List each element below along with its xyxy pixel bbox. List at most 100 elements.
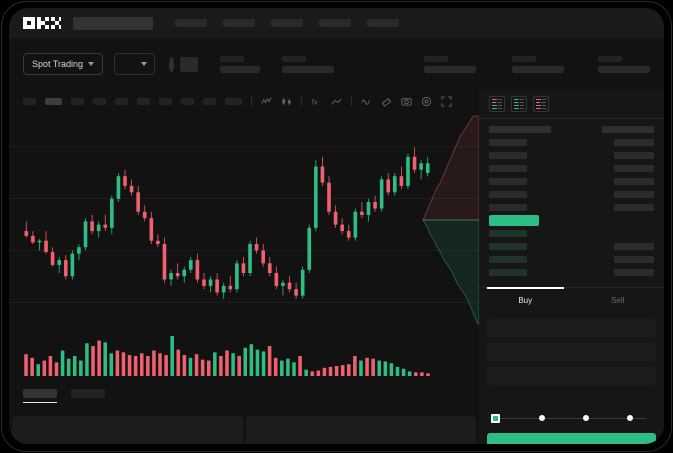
orderbook-ask-row[interactable] (489, 190, 654, 199)
spread-amount (614, 217, 654, 224)
stepper-step-1[interactable] (491, 413, 500, 423)
timeframe-button-1[interactable] (23, 97, 36, 105)
market-stat-4 (512, 55, 564, 73)
submit-order-button[interactable] (487, 433, 656, 444)
app-screen: Spot Trading (9, 8, 664, 444)
market-stat-value (424, 65, 476, 73)
chart-gridline (9, 302, 479, 303)
market-stat-value (512, 65, 564, 73)
market-stat-5 (598, 55, 650, 73)
coin-avatar (168, 56, 175, 72)
ask-price (489, 139, 527, 146)
amount-stepper[interactable] (491, 412, 651, 424)
orderbook-bid-row[interactable] (489, 268, 654, 277)
chevron-down-icon (88, 62, 95, 66)
market-header: Spot Trading (9, 38, 664, 90)
orderbook-mode-bids-icon[interactable] (511, 96, 527, 112)
orders-tab-2[interactable] (71, 386, 105, 398)
orderbook-mode-both-icon[interactable] (489, 96, 505, 112)
timeframe-button-2[interactable] (45, 97, 62, 105)
orderbook-ask-row[interactable] (489, 164, 654, 173)
timeframe-button-4[interactable] (93, 97, 106, 105)
orderbook-ask-row[interactable] (489, 177, 654, 186)
nav-item-4[interactable] (319, 19, 351, 27)
pair-selector[interactable] (114, 53, 155, 75)
nav-item-3[interactable] (271, 19, 303, 27)
market-stat-value (598, 65, 650, 73)
bid-amount (614, 243, 654, 250)
price-chart[interactable] (9, 112, 479, 328)
market-stat-1 (220, 55, 260, 73)
depth-chart-overlay (422, 115, 479, 325)
timeframe-button-10[interactable] (225, 97, 242, 105)
orderbook-ask-row[interactable] (489, 203, 654, 212)
nav-item-list (175, 19, 399, 27)
ask-price (489, 178, 527, 185)
fullscreen-icon[interactable] (441, 95, 452, 107)
nav-item-5[interactable] (367, 19, 399, 27)
stepper-track (496, 417, 646, 419)
stepper-step-4[interactable] (627, 415, 633, 421)
orders-tab-bar (9, 386, 479, 412)
okx-logo-mark (23, 17, 61, 29)
chevron-down-icon (140, 62, 147, 66)
market-stat-label (220, 55, 244, 62)
volume-chart (9, 328, 479, 384)
search-input[interactable] (73, 16, 153, 30)
toolbar-divider (251, 96, 252, 106)
orderbook-bid-row[interactable] (489, 229, 654, 238)
trade-form-fields (487, 319, 656, 391)
chart-type-line-icon[interactable] (261, 96, 272, 107)
indicators-icon[interactable]: fx (311, 96, 322, 107)
bid-price (489, 243, 527, 250)
candlestick-series (24, 147, 430, 299)
order-field-2[interactable] (487, 343, 656, 361)
orderbook-divider (479, 118, 664, 119)
timeframe-button-8[interactable] (181, 97, 194, 105)
stepper-step-3[interactable] (583, 415, 589, 421)
orders-tab-1[interactable] (23, 386, 57, 403)
bid-price (489, 230, 527, 237)
order-field-1[interactable] (487, 319, 656, 337)
orderbook-col-price (489, 126, 551, 133)
orderbook-mode-asks-icon[interactable] (533, 96, 549, 112)
orderbook-ask-row[interactable] (489, 151, 654, 160)
order-field-3[interactable] (487, 367, 656, 385)
chart-type-candle-icon[interactable] (281, 96, 292, 107)
timeframe-button-9[interactable] (203, 97, 216, 105)
trading-mode-selector[interactable]: Spot Trading (23, 53, 104, 75)
ask-price (489, 165, 527, 172)
bottom-panel-2[interactable] (245, 416, 476, 444)
wave-icon[interactable] (361, 96, 372, 107)
stepper-step-2[interactable] (539, 415, 545, 421)
orderbook-bid-row[interactable] (489, 255, 654, 264)
settings-icon[interactable] (421, 96, 432, 107)
okx-logo[interactable] (23, 17, 61, 29)
stepper-dot (539, 415, 545, 421)
tab-sell-label: Sell (611, 296, 625, 305)
compare-icon[interactable] (331, 96, 342, 107)
bottom-panel-1[interactable] (12, 416, 243, 444)
bid-amount (614, 269, 654, 276)
market-stat-value (220, 65, 260, 73)
ask-amount (614, 165, 654, 172)
eraser-icon[interactable] (381, 96, 392, 107)
camera-icon[interactable] (401, 96, 412, 107)
market-stat-label (282, 55, 306, 62)
timeframe-button-7[interactable] (159, 97, 172, 105)
orderbook-bid-row[interactable] (489, 242, 654, 251)
tab-buy[interactable]: Buy (479, 287, 572, 313)
orders-tab-label (71, 389, 105, 398)
tab-sell[interactable]: Sell (572, 288, 665, 313)
market-stat-3 (424, 55, 476, 73)
timeframe-button-3[interactable] (71, 97, 84, 105)
nav-item-1[interactable] (175, 19, 207, 27)
timeframe-button-6[interactable] (137, 97, 150, 105)
nav-item-2[interactable] (223, 19, 255, 27)
bid-price (489, 256, 527, 263)
timeframe-button-5[interactable] (115, 97, 128, 105)
chart-toolbar: fx (9, 90, 479, 112)
market-stat-value (282, 65, 334, 73)
orderbook[interactable] (479, 119, 664, 277)
orderbook-ask-row[interactable] (489, 138, 654, 147)
